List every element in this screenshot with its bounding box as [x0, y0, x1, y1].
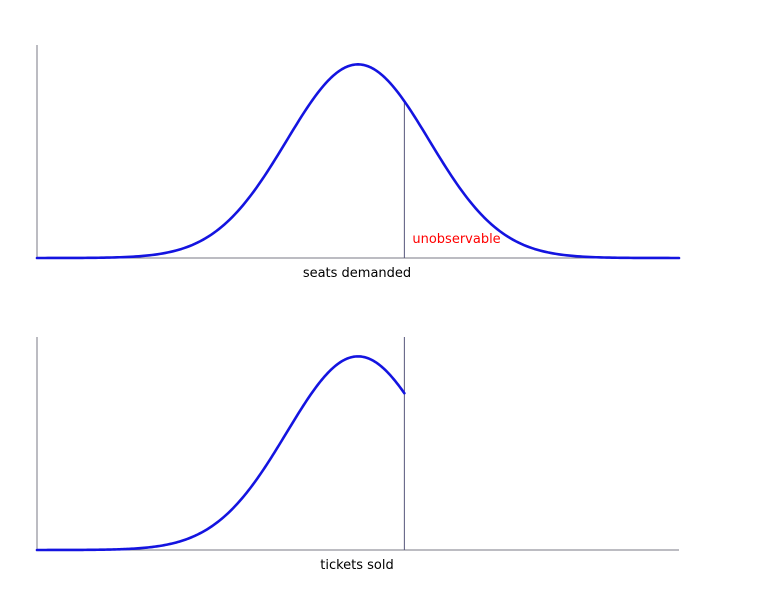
- chart-tickets-sold: tickets sold: [35, 337, 679, 573]
- x-axis-label: seats demanded: [303, 266, 411, 281]
- unobservable-label: unobservable: [412, 232, 500, 247]
- demand-distribution-curve: [35, 63, 681, 260]
- sales-distribution-curve: [35, 355, 406, 552]
- chart-seats-demanded: unobservable seats demanded: [35, 45, 681, 281]
- x-axis-label: tickets sold: [320, 558, 394, 573]
